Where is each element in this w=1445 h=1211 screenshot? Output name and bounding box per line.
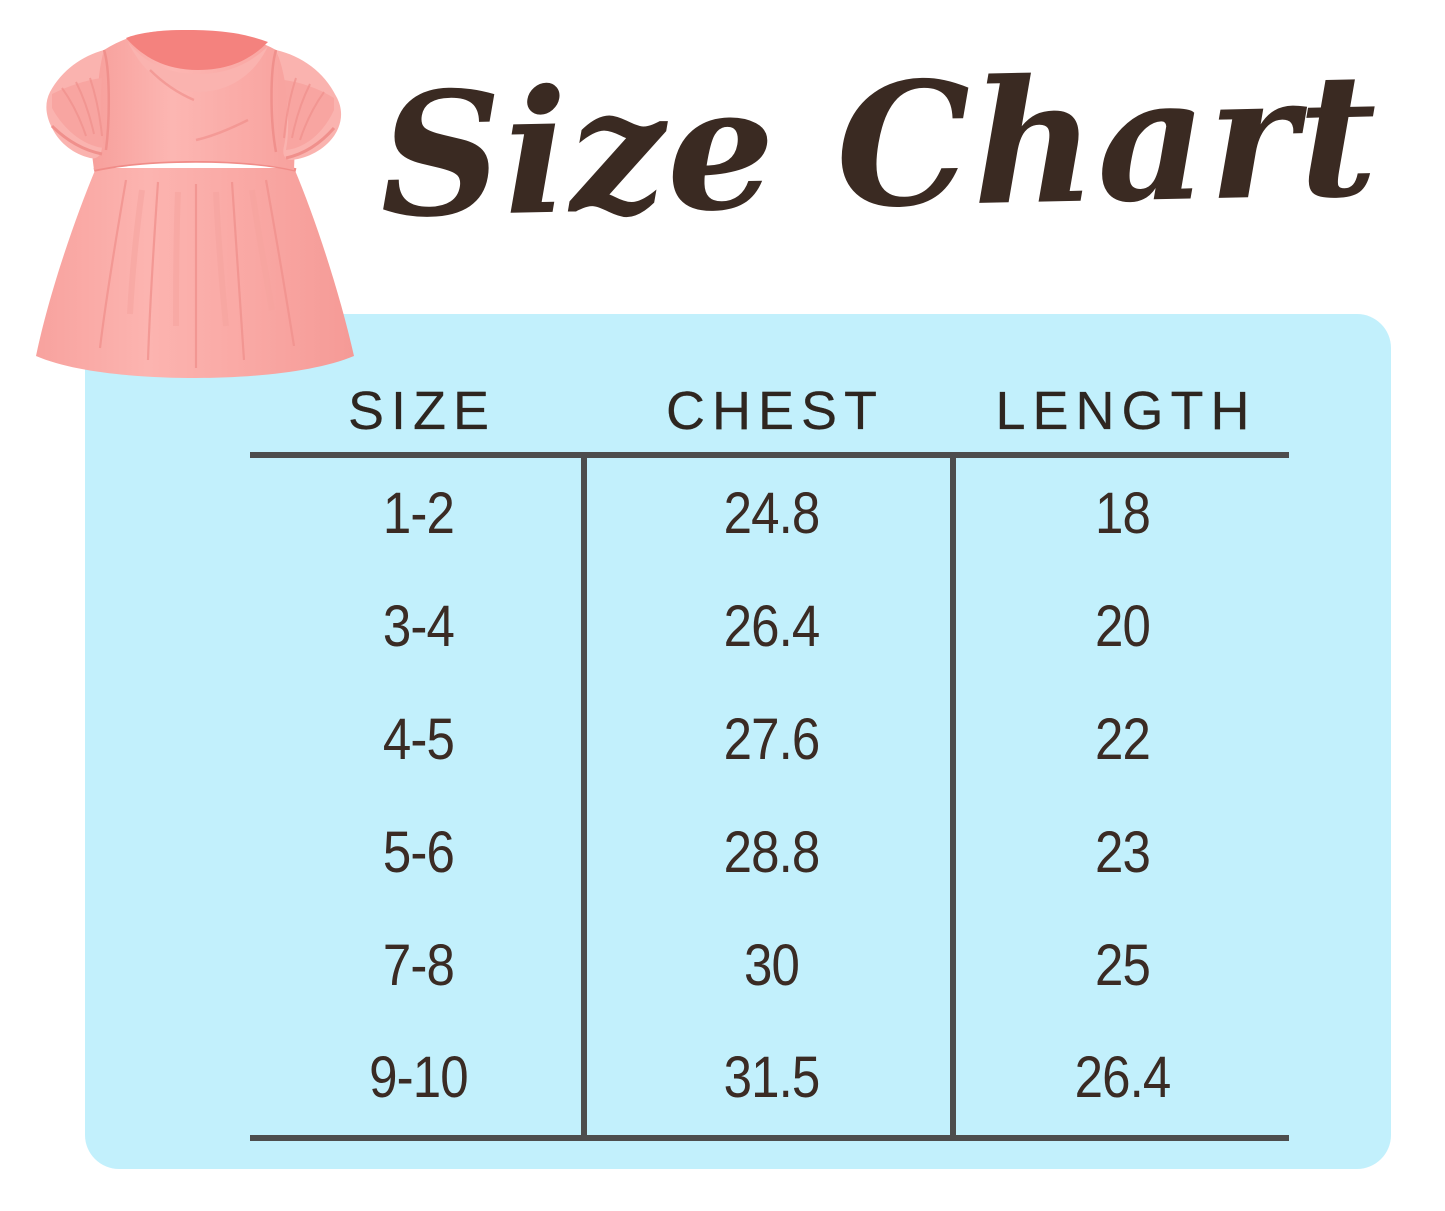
- table-row: 7-8 30 25: [250, 909, 1289, 1022]
- cell-size: 9-10: [369, 1045, 469, 1111]
- table-header-row: SIZE CHEST LENGTH: [250, 370, 1289, 452]
- cell-length: 25: [1094, 932, 1151, 998]
- column-divider-1: [581, 454, 587, 1135]
- page-title: Size Chart: [377, 35, 1381, 257]
- cell-size: 1-2: [382, 481, 455, 547]
- cell-size: 4-5: [382, 706, 455, 772]
- dress-illustration: [18, 8, 368, 378]
- cell-chest: 24.8: [723, 481, 821, 547]
- table-bottom-rule: [250, 1135, 1289, 1141]
- cell-size: 7-8: [382, 932, 455, 998]
- table-row: 4-5 27.6 22: [250, 684, 1289, 797]
- cell-length: 26.4: [1074, 1045, 1172, 1111]
- cell-size: 5-6: [382, 819, 455, 885]
- cell-length: 23: [1094, 819, 1151, 885]
- cell-length: 18: [1094, 481, 1151, 547]
- cell-length: 22: [1094, 706, 1151, 772]
- table-row: 1-2 24.8 18: [250, 458, 1289, 571]
- cell-chest: 26.4: [723, 594, 821, 660]
- column-header-chest: CHEST: [665, 381, 884, 441]
- cell-length: 20: [1094, 594, 1151, 660]
- table-body: 1-2 24.8 18 3-4 26.4 20 4-5 27.6 22 5-6 …: [250, 458, 1289, 1135]
- column-header-length: LENGTH: [995, 381, 1257, 441]
- table-row: 9-10 31.5 26.4: [250, 1022, 1289, 1135]
- cell-chest: 28.8: [723, 819, 821, 885]
- column-header-size: SIZE: [347, 381, 497, 441]
- cell-size: 3-4: [382, 594, 455, 660]
- table-row: 5-6 28.8 23: [250, 796, 1289, 909]
- table-row: 3-4 26.4 20: [250, 571, 1289, 684]
- column-divider-2: [950, 454, 956, 1135]
- cell-chest: 31.5: [723, 1045, 821, 1111]
- cell-chest: 30: [743, 932, 800, 998]
- cell-chest: 27.6: [723, 706, 821, 772]
- size-chart-table: SIZE CHEST LENGTH 1-2 24.8 18 3-4 26.4 2…: [250, 370, 1290, 1145]
- table-header-rule: [250, 452, 1289, 458]
